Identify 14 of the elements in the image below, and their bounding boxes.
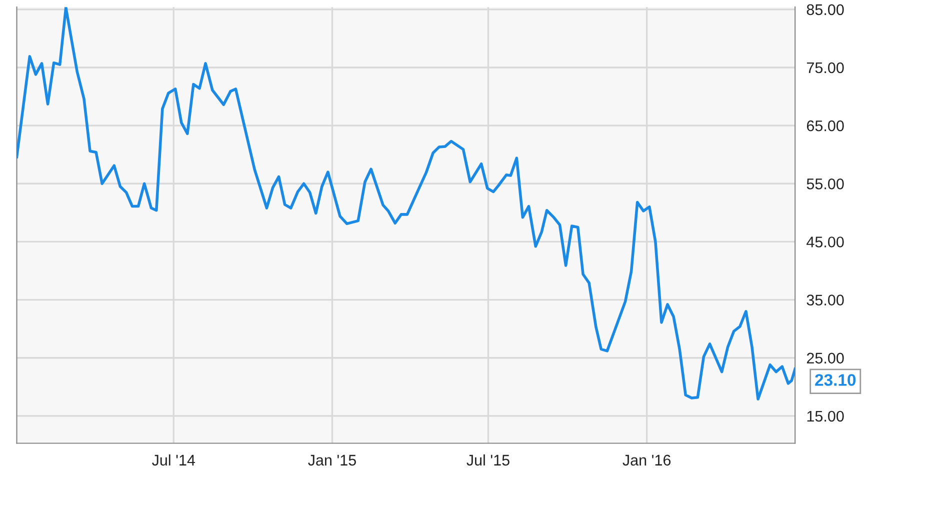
y-tick-label: 15.00 xyxy=(807,410,844,422)
y-tick-label: 55.00 xyxy=(806,178,844,190)
x-tick-label: Jan '15 xyxy=(308,454,356,466)
y-tick-label: 75.00 xyxy=(806,62,844,74)
line-series xyxy=(16,7,796,401)
y-tick-label: 25.00 xyxy=(806,352,844,364)
x-tick-label: Jan '16 xyxy=(622,454,671,466)
y-tick-label: 35.00 xyxy=(806,294,844,306)
annotation: 23.10 xyxy=(815,374,856,386)
x-tick-label: Jul '14 xyxy=(152,454,196,466)
y-tick-label: 45.00 xyxy=(806,236,844,248)
y-tick-label: 65.00 xyxy=(806,120,844,132)
x-tick-label: Jul '15 xyxy=(466,454,510,466)
y-tick-label: 85.00 xyxy=(806,4,844,16)
